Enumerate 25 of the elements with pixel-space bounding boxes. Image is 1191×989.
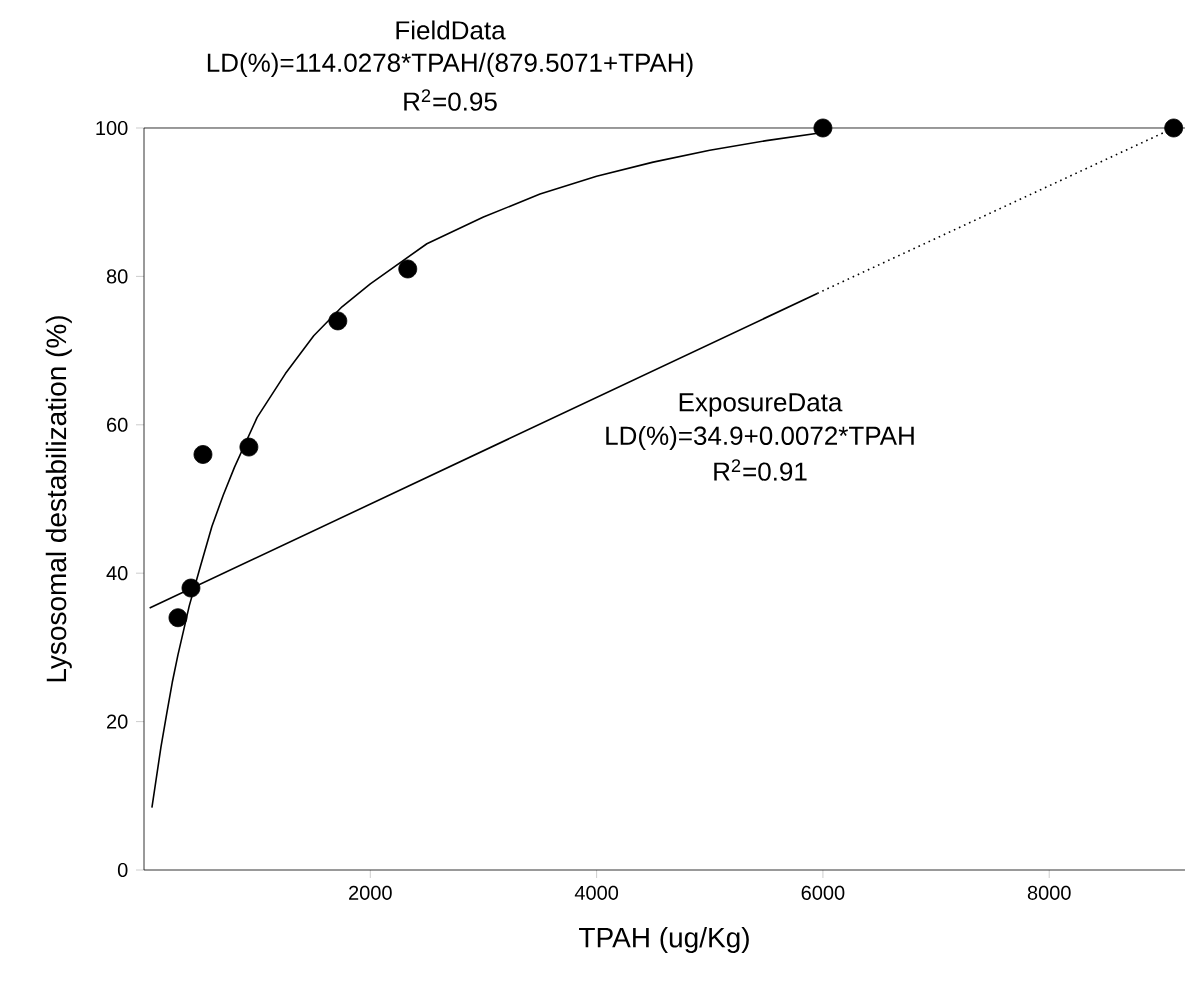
x-axis-title: TPAH (ug/Kg): [579, 926, 749, 954]
y-axis-title: Lysosomal destabilization (%): [45, 316, 72, 682]
y-tick-label: 40: [106, 566, 128, 581]
point: [181, 578, 201, 598]
y-tick-label: 60: [107, 417, 128, 432]
x-tick-label: 6000: [801, 885, 845, 900]
text: R$^{2}$=0.95: [404, 89, 497, 111]
x-tick-label: 8000: [1027, 885, 1071, 900]
point: [239, 437, 259, 457]
y-tick-label: 0: [117, 862, 128, 878]
annotation: LD(%)=34.9+0.0072*TPAH: [606, 425, 914, 451]
y-tick-label: 80: [106, 269, 128, 284]
y-tick-label: 20: [107, 714, 128, 729]
point: [193, 445, 213, 464]
point: [168, 608, 188, 628]
point: [328, 311, 348, 331]
text: FieldData: [396, 20, 506, 40]
y-tick-label: 100: [96, 120, 128, 136]
point: [813, 118, 833, 138]
x-tick-label: 2000: [349, 885, 392, 900]
annotation: ExposureData: [679, 393, 843, 417]
annotation: R$^{2}$=0.91: [714, 459, 807, 481]
point: [398, 259, 418, 279]
text: LD(%)=114.0278*TPAH/(879.5071+TPAH): [207, 52, 693, 78]
x-tick-label: 4000: [574, 885, 619, 900]
